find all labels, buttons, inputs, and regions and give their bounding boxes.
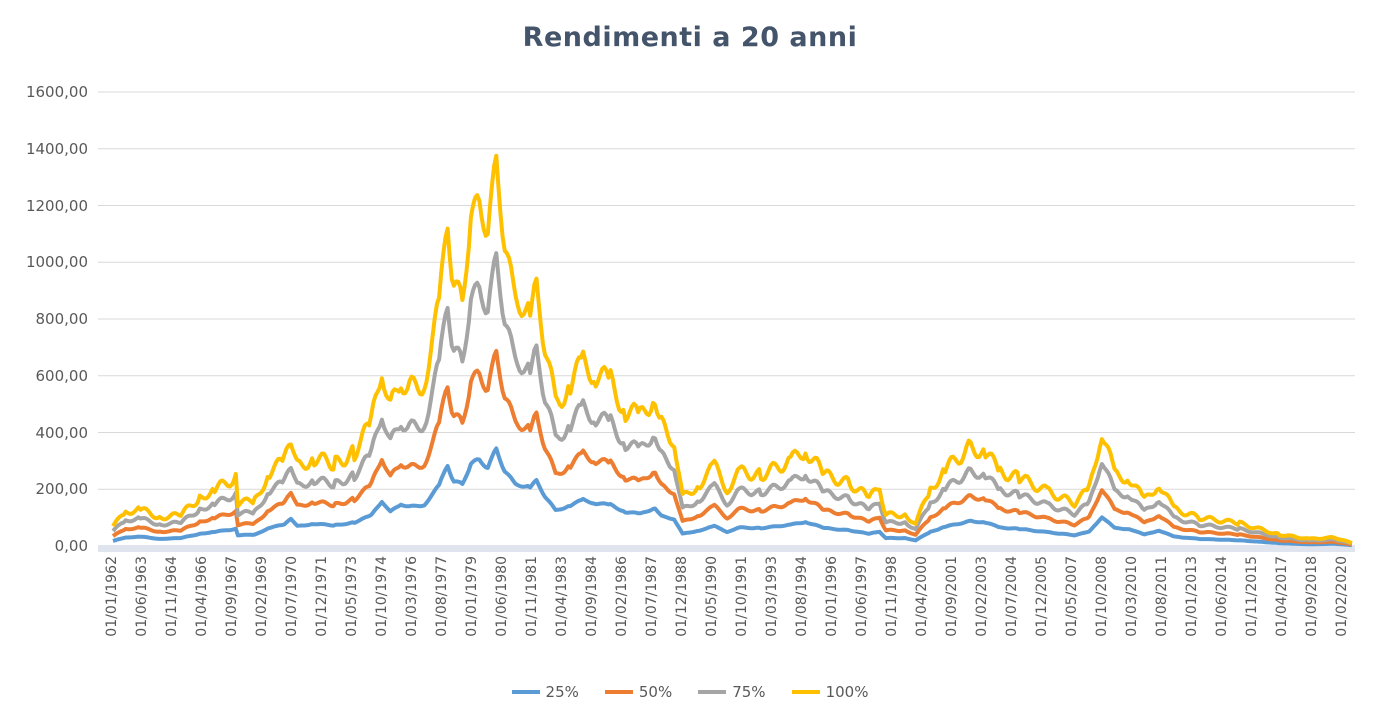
x-tick-label: 01/10/1991 [734,556,750,637]
x-tick-label: 01/09/2001 [944,556,960,637]
chart-title: Rendimenti a 20 anni [522,22,858,53]
series-line-50pct [111,348,1353,547]
x-tick-label: 01/08/1994 [794,556,810,637]
x-tick-label: 01/06/1963 [134,556,150,637]
legend-item: 50% [604,683,673,701]
legend: 25% 50% 75% 100% [0,683,1380,701]
y-tick-label: 1400,00 [25,139,88,158]
y-tick-label: 0,00 [54,537,88,555]
legend-label: 100% [825,683,869,701]
x-tick-label: 01/04/2017 [1274,556,1290,637]
legend-item: 100% [791,683,869,701]
x-tick-label: 01/12/1971 [314,556,330,637]
x-tick-label: 01/06/1997 [854,556,870,637]
legend-swatch [698,690,727,694]
x-tick-label: 01/05/2007 [1064,556,1080,637]
x-tick-label: 01/03/2010 [1124,556,1140,637]
y-tick-label: 1200,00 [25,196,88,215]
series-line-75pct [111,251,1353,546]
x-tick-label: 01/03/1976 [404,556,420,637]
x-tick-label: 01/08/1977 [434,556,450,637]
legend-label: 75% [732,683,766,701]
x-tick-label: 01/11/1964 [164,556,180,637]
x-tick-label: 01/01/1979 [464,556,480,637]
y-tick-label: 1600,00 [25,83,88,101]
x-tick-label: 01/11/1998 [884,556,900,637]
x-tick-label: 01/11/1981 [524,556,540,637]
x-tick-label: 01/08/2011 [1154,556,1170,637]
legend-swatch [604,690,633,694]
series-line-100pct [111,153,1353,546]
x-tick-label: 01/07/2004 [1004,556,1020,637]
x-tick-label: 01/10/1974 [374,556,390,637]
x-tick-label: 01/07/1987 [644,556,660,637]
x-tick-label: 01/02/1969 [254,556,270,637]
x-tick-label: 01/09/1984 [584,556,600,637]
x-tick-label: 01/01/1996 [824,556,840,637]
x-tick-label: 01/10/2008 [1094,556,1110,637]
x-tick-label: 01/09/2018 [1304,556,1320,637]
legend-label: 25% [545,683,579,701]
x-tick-label: 01/04/2000 [914,556,930,637]
x-tick-label: 01/12/1988 [674,556,690,637]
x-tick-label: 01/11/2015 [1244,556,1260,637]
x-tick-label: 01/02/2003 [974,556,990,637]
y-tick-label: 200,00 [35,480,89,499]
y-tick-label: 800,00 [35,310,89,328]
y-tick-label: 400,00 [35,423,89,442]
x-tick-label: 01/02/1986 [614,556,630,637]
legend-swatch [511,690,540,694]
x-tick-label: 01/01/2013 [1184,556,1200,637]
y-tick-label: 600,00 [35,366,89,385]
y-tick-label: 1000,00 [25,253,88,272]
x-tick-label: 01/06/1980 [494,556,510,637]
legend-item: 25% [511,683,579,701]
x-tick-label: 01/04/1966 [194,556,210,637]
x-tick-label: 01/03/1993 [764,556,780,637]
legend-swatch [791,690,820,694]
x-tick-label: 01/07/1970 [284,556,300,637]
x-tick-label: 01/12/2005 [1034,556,1050,637]
x-tick-label: 01/06/2014 [1214,556,1230,637]
x-tick-label: 01/04/1983 [554,556,570,637]
x-tick-label: 01/01/1962 [104,556,120,637]
x-axis-line [98,545,1355,552]
legend-item: 75% [698,683,766,701]
x-tick-label: 01/05/1990 [704,556,720,637]
x-tick-label: 01/02/2020 [1334,556,1350,637]
series-line-25pct [112,446,1352,548]
x-tick-label: 01/05/1973 [344,556,360,637]
x-tick-label: 01/09/1967 [224,556,240,637]
legend-label: 50% [638,683,673,701]
